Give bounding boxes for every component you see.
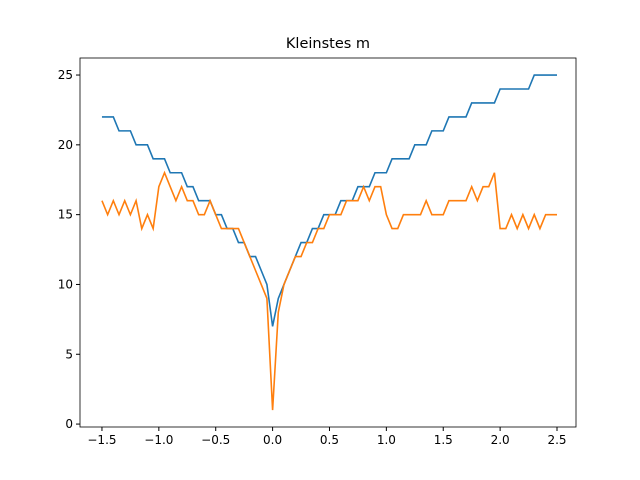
x-tick-label: 0.5 [320,433,339,447]
x-tick-label: −1.0 [144,433,173,447]
x-tick-label: 0.0 [263,433,282,447]
y-tick-label: 15 [58,208,73,222]
x-tick-label: 1.0 [377,433,396,447]
x-tick-label: 2.5 [547,433,566,447]
x-tick-label: −1.5 [87,433,116,447]
y-tick-label: 10 [58,277,73,291]
series-line [101,74,557,327]
series-line [101,170,557,411]
y-tick-label: 5 [65,347,73,361]
y-tick-label: 0 [65,417,73,431]
x-tick-label: 1.5 [434,433,453,447]
y-tick-label: 25 [58,68,73,82]
plot-frame [79,57,577,428]
x-tick-label: −0.5 [201,433,230,447]
chart-title: Kleinstes m [286,36,370,52]
y-tick-label: 20 [58,138,73,152]
x-tick-label: 2.0 [491,433,510,447]
